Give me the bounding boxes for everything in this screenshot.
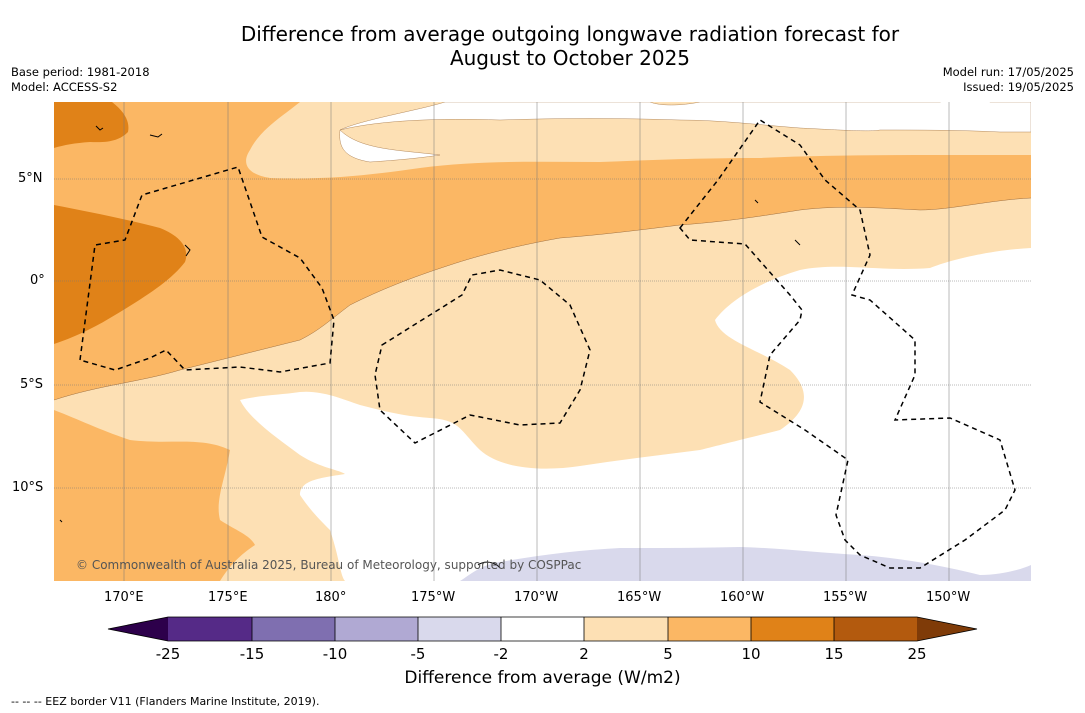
base-period: Base period: 1981-2018: [11, 65, 150, 79]
colorbar-tick: -5: [410, 645, 426, 663]
lon-label-150w: 150°W: [926, 590, 971, 605]
island-1: [95, 125, 104, 131]
colorbar-tick: 2: [579, 645, 589, 663]
colorbar-seg-4: [418, 617, 501, 641]
eez-footnote: -- -- -- EEZ border V11 (Flanders Marine…: [11, 695, 320, 708]
island-5: [477, 561, 501, 569]
colorbar-outline: [107, 616, 978, 642]
colorbar-seg-7: [668, 617, 751, 641]
colorbar-over-arrow: [917, 617, 977, 641]
island-2: [149, 133, 163, 138]
colorbar-tick: -10: [322, 645, 348, 663]
lon-label-170e: 170°E: [104, 590, 144, 605]
meridians: [123, 102, 950, 581]
colorbar-tick: -25: [155, 645, 181, 663]
colorbar-label: Difference from average (W/m2): [404, 668, 681, 688]
colorbar-seg-6: [584, 617, 668, 641]
islands: [59, 125, 801, 569]
colorbar-under-arrow: [108, 617, 168, 641]
anomaly-neutral-north: [339, 102, 1031, 163]
graticule: [54, 178, 1031, 489]
colorbar-seg-5: [501, 617, 584, 641]
eez-kiribati-phoenix: [374, 269, 591, 444]
lat-label-5n: 5°N: [18, 171, 43, 186]
lon-label-160w: 160°W: [720, 590, 765, 605]
title-line-2: August to October 2025: [449, 46, 691, 70]
colorbar-tick: 25: [907, 645, 927, 663]
map-title: Difference from average outgoing longwav…: [0, 22, 1085, 70]
lat-label-0: 0°: [30, 273, 45, 288]
eez-borders: [79, 118, 1016, 569]
copyright-notice: © Commonwealth of Australia 2025, Bureau…: [76, 558, 582, 572]
colorbar-seg-3: [335, 617, 418, 641]
model-run: Model run: 17/05/2025: [942, 65, 1074, 79]
colorbar-seg-9: [834, 617, 917, 641]
lon-label-175w: 175°W: [411, 590, 456, 605]
lon-label-170w: 170°W: [514, 590, 559, 605]
colorbar-tick: -15: [239, 645, 265, 663]
model-name: Model: ACCESS-S2: [11, 80, 118, 94]
island-7: [754, 199, 759, 204]
eez-kiribati-gilberts: [79, 166, 335, 373]
island-3: [184, 244, 191, 257]
anomaly-neutral-small: [940, 102, 990, 110]
colorbar-tick: -2: [493, 645, 509, 663]
meta-left: Base period: 1981-2018 Model: ACCESS-S2: [11, 65, 150, 95]
issued-date: Issued: 19/05/2025: [963, 80, 1074, 94]
colorbar: [107, 616, 978, 642]
colorbar-tick: 5: [663, 645, 673, 663]
colorbar-tick: 15: [824, 645, 844, 663]
lon-label-175e: 175°E: [208, 590, 248, 605]
lat-label-10s: 10°S: [12, 480, 44, 495]
lon-label-165w: 165°W: [617, 590, 662, 605]
colorbar-seg-1: [168, 617, 252, 641]
anomaly-field: [54, 102, 1031, 581]
anomaly-band-10-15: [54, 102, 187, 344]
island-4: [794, 239, 801, 246]
island-6: [59, 519, 63, 523]
anomaly-band-minus5-minus2: [460, 547, 1031, 581]
lon-label-155w: 155°W: [823, 590, 868, 605]
eez-kiribati-line: [679, 118, 1016, 569]
lat-label-5s: 5°S: [20, 377, 44, 392]
colorbar-tick: 10: [741, 645, 761, 663]
meta-right: Model run: 17/05/2025 Issued: 19/05/2025: [943, 65, 1074, 95]
title-line-1: Difference from average outgoing longwav…: [240, 22, 900, 46]
colorbar-seg-8: [751, 617, 834, 641]
lon-label-180: 180°: [315, 590, 347, 605]
colorbar-seg-2: [252, 617, 335, 641]
anomaly-band-5-10: [54, 102, 1031, 581]
